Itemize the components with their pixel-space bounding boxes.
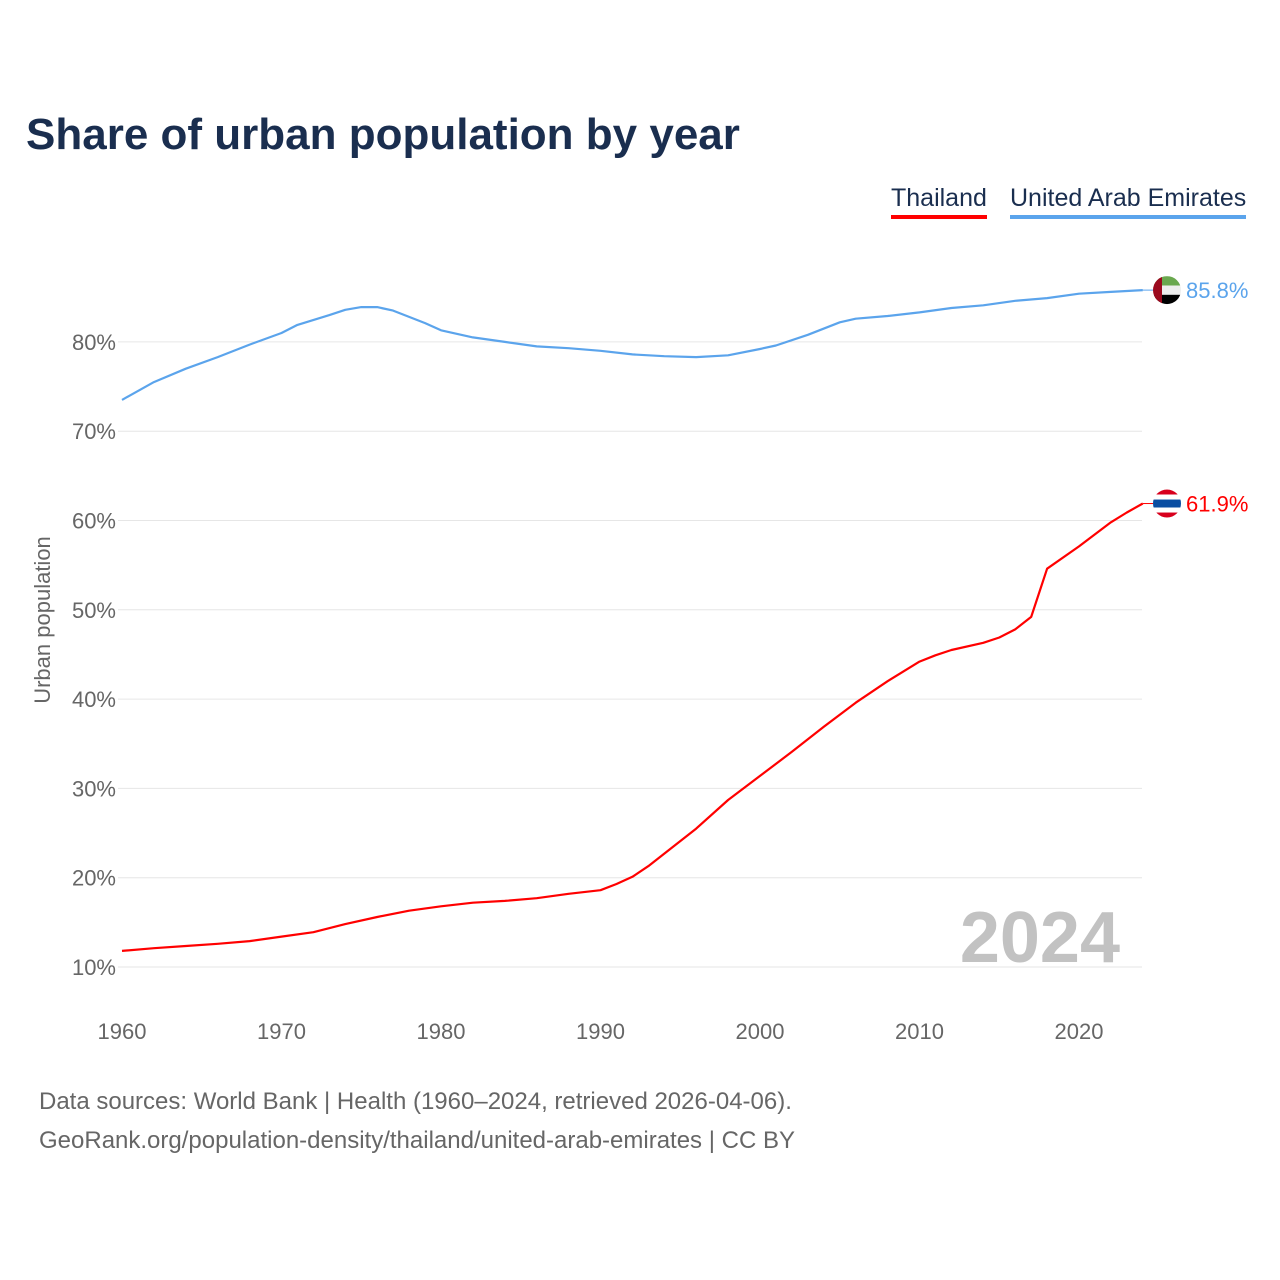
flag-stripe [1153, 489, 1181, 495]
y-tick-label: 20% [72, 866, 116, 891]
flag-stripe [1153, 276, 1181, 286]
flag-stripe [1153, 512, 1181, 518]
x-tick-label: 1980 [417, 1019, 466, 1044]
flag-body [1153, 276, 1181, 305]
y-tick-label: 30% [72, 776, 116, 801]
x-tick-label: 2020 [1055, 1019, 1104, 1044]
x-tick-label: 1970 [257, 1019, 306, 1044]
x-tick-label: 2010 [895, 1019, 944, 1044]
series-line-1 [121, 289, 1143, 401]
chart-title: Share of urban population by year [26, 110, 740, 159]
flag-stripe [1153, 499, 1181, 508]
flag-stripe [1153, 285, 1181, 295]
x-tick-label: 1990 [576, 1019, 625, 1044]
y-tick-label: 60% [72, 509, 116, 534]
y-tick-label: 70% [72, 419, 116, 444]
y-tick-label: 40% [72, 687, 116, 712]
source-note: Data sources: World Bank | Health (1960–… [39, 1088, 792, 1115]
end-value-label: 61.9% [1186, 492, 1248, 517]
end-value-label: 85.8% [1186, 278, 1248, 303]
x-tick-label: 1960 [98, 1019, 147, 1044]
flag-body [1153, 489, 1181, 518]
y-tick-label: 50% [72, 598, 116, 623]
uae-flag-icon [1153, 276, 1181, 305]
y-axis-label: Urban population [30, 536, 55, 704]
flag-stripe [1153, 276, 1162, 305]
legend-item-thailand[interactable]: Thailand [891, 184, 987, 219]
flag-stripe [1153, 507, 1181, 513]
series-line-0 [121, 502, 1144, 952]
year-watermark: 2024 [960, 898, 1120, 978]
source-link[interactable]: GeoRank.org/population-density/thailand/… [39, 1127, 795, 1154]
thailand-flag-icon [1153, 489, 1181, 518]
y-tick-label: 10% [72, 955, 116, 980]
y-tick-label: 80% [72, 330, 116, 355]
flag-stripe [1153, 494, 1181, 500]
flag-stripe [1153, 294, 1181, 305]
x-tick-label: 2000 [736, 1019, 785, 1044]
legend-item-uae[interactable]: United Arab Emirates [1010, 184, 1247, 219]
